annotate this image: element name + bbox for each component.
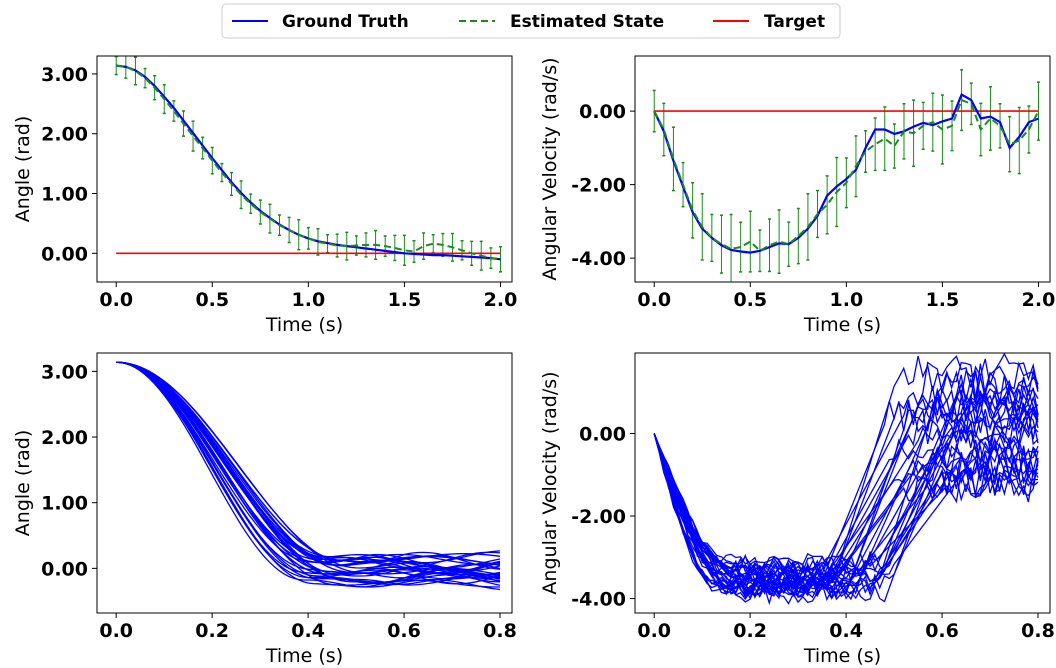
y-tick-label: 0.00 xyxy=(579,101,626,123)
trajectory-line xyxy=(653,414,1039,583)
y-tick-label: 0.00 xyxy=(579,423,626,445)
x-axis-label: Time (s) xyxy=(803,314,881,336)
x-tick-label: 0.6 xyxy=(387,620,421,642)
y-axis-label: Angle (rad) xyxy=(12,430,34,536)
x-tick-label: 1.0 xyxy=(292,289,326,311)
legend-label-target: Target xyxy=(764,12,825,32)
chart-panel-4: 0.0 0.2 0.4 0.6 0.8 -4.00 -2.00 0.00 Time (s) Ang… xyxy=(539,352,1055,667)
chart-panel-1: 0.0 0.5 1.0 1.5 2.0 0.00 1.00 2.00 3.00 Time (s) A… xyxy=(12,55,517,336)
plot-area xyxy=(653,353,1039,606)
series-estimated-state xyxy=(653,98,1040,253)
x-tick-label: 0.6 xyxy=(925,620,959,642)
y-tick-label: 0.00 xyxy=(41,558,88,580)
y-tick-label: -2.00 xyxy=(571,506,626,528)
x-tick-label: 0.4 xyxy=(291,620,325,642)
plot-area xyxy=(114,56,502,273)
trajectory-line xyxy=(653,415,1039,597)
x-tick-label: 0.2 xyxy=(195,620,229,642)
error-bars xyxy=(652,69,1040,282)
y-tick-label: -2.00 xyxy=(571,175,626,197)
y-axis-label: Angular Velocity (rad/s) xyxy=(539,371,561,594)
trajectory-line xyxy=(116,361,501,588)
y-tick-label: 2.00 xyxy=(41,427,88,449)
trajectory-line xyxy=(116,361,500,588)
axes-frame xyxy=(634,55,1051,283)
x-tick-label: 0.0 xyxy=(99,620,133,642)
y-tick-label: -4.00 xyxy=(571,589,626,611)
x-tick-label: 0.8 xyxy=(1021,620,1055,642)
trajectory-line xyxy=(653,433,1039,584)
trajectory-line xyxy=(116,361,501,575)
y-axis-label: Angle (rad) xyxy=(12,116,34,222)
legend-frame xyxy=(221,3,841,39)
trajectory-line xyxy=(653,407,1039,587)
x-tick-label: 1.5 xyxy=(388,289,422,311)
axes-frame xyxy=(96,55,513,283)
y-axis-label: Angular Velocity (rad/s) xyxy=(539,57,561,280)
trajectory-line xyxy=(116,361,501,576)
y-tick-label: 3.00 xyxy=(41,64,88,86)
x-tick-label: 0.5 xyxy=(733,289,767,311)
y-tick-label: 3.00 xyxy=(41,361,88,383)
plot-area xyxy=(652,69,1040,282)
legend: Ground Truth Estimated State Target xyxy=(221,3,841,39)
legend-label-estimated-state: Estimated State xyxy=(510,12,664,32)
x-tick-label: 2.0 xyxy=(1022,289,1056,311)
legend-label-ground-truth: Ground Truth xyxy=(282,12,409,32)
trajectory-line xyxy=(653,353,1039,577)
x-tick-label: 2.0 xyxy=(484,289,518,311)
y-tick-label: 0.00 xyxy=(41,243,88,265)
plot-area xyxy=(116,361,501,591)
x-tick-label: 0.2 xyxy=(733,620,767,642)
series-estimated-state xyxy=(116,64,501,261)
trajectory-line xyxy=(653,380,1039,587)
chart-panel-2: 0.0 0.5 1.0 1.5 2.0 -4.00 -2.00 0.00 Time (s) Ang… xyxy=(539,55,1056,336)
chart-panel-3: 0.0 0.2 0.4 0.6 0.8 0.00 1.00 2.00 3.00 Time (s) A… xyxy=(12,352,517,667)
trajectory-line xyxy=(116,361,501,570)
y-tick-label: 2.00 xyxy=(41,124,88,146)
y-tick-label: 1.00 xyxy=(41,184,88,206)
x-tick-label: 0.5 xyxy=(195,289,229,311)
x-tick-label: 0.0 xyxy=(637,620,671,642)
x-axis-label: Time (s) xyxy=(265,645,343,667)
x-tick-label: 0.8 xyxy=(483,620,517,642)
x-axis-label: Time (s) xyxy=(265,314,343,336)
axes-frame xyxy=(96,352,513,614)
trajectory-line xyxy=(653,433,1039,595)
trajectory-line xyxy=(116,361,501,578)
x-axis-label: Time (s) xyxy=(803,645,881,667)
trajectory-line xyxy=(653,433,1039,606)
trajectory-line xyxy=(653,433,1039,598)
chart-panels: 0.0 0.5 1.0 1.5 2.0 0.00 1.00 2.00 3.00 Time (s) A… xyxy=(12,55,1055,667)
x-tick-label: 0.0 xyxy=(99,289,133,311)
trajectory-line xyxy=(116,361,501,580)
y-tick-label: 1.00 xyxy=(41,493,88,515)
trajectory-line xyxy=(653,389,1039,590)
x-tick-label: 0.0 xyxy=(637,289,671,311)
x-tick-label: 1.0 xyxy=(830,289,864,311)
y-tick-label: -4.00 xyxy=(571,248,626,270)
axes-frame xyxy=(634,352,1051,614)
x-tick-label: 1.5 xyxy=(926,289,960,311)
trajectory-line xyxy=(116,361,501,561)
x-tick-label: 0.4 xyxy=(829,620,863,642)
